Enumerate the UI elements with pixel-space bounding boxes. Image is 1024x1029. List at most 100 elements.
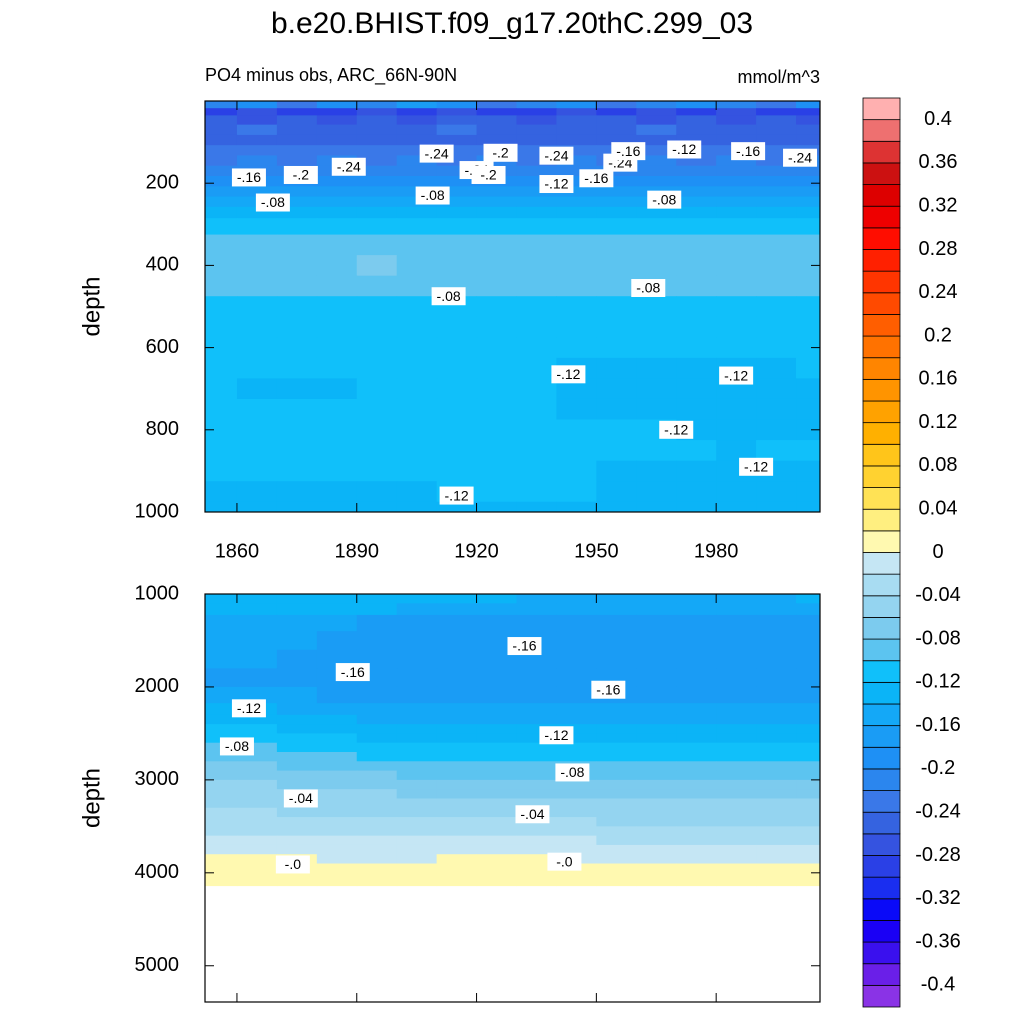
contour-cell	[236, 807, 278, 818]
contour-cell	[396, 826, 438, 837]
contour-cell	[316, 724, 358, 734]
contour-cell	[556, 255, 597, 277]
contour-cell	[596, 724, 637, 734]
contour-cell	[205, 854, 238, 865]
contour-cell	[276, 481, 318, 503]
colorbar-box	[862, 162, 901, 185]
contour-cell	[476, 733, 517, 744]
contour-cell	[436, 761, 478, 772]
contour-cell	[516, 873, 557, 887]
contour-cell	[316, 275, 358, 297]
contour-cell	[596, 115, 637, 126]
contour-cell	[516, 460, 557, 482]
contour-cell	[556, 101, 597, 109]
contour-cell	[205, 835, 238, 846]
colorbar-label: 0.12	[919, 411, 958, 433]
contour-cell	[716, 854, 757, 865]
contour-cell	[356, 751, 398, 762]
contour-cell	[396, 165, 438, 177]
contour-cell	[356, 101, 398, 109]
contour-cell	[596, 501, 637, 512]
contour-cell	[436, 398, 478, 421]
contour-cell	[316, 873, 358, 887]
contour-cell	[205, 614, 238, 632]
contour-cell	[596, 101, 637, 109]
contour-cell	[796, 742, 820, 753]
contour-cell	[716, 703, 757, 716]
contour-cell	[476, 218, 517, 236]
contour-cell	[716, 742, 757, 753]
contour-cell	[436, 337, 478, 359]
contour-cell	[396, 357, 438, 379]
contour-cell	[476, 316, 517, 338]
contour-cell	[596, 779, 637, 790]
contour-cell	[276, 419, 318, 441]
colorbar-box	[862, 941, 901, 965]
contour-label: -.12	[544, 727, 568, 743]
contour-cell	[236, 206, 278, 219]
contour-cell	[516, 594, 557, 604]
contour-cell	[236, 357, 278, 379]
contour-cell	[276, 206, 318, 219]
colorbar-label: -0.12	[915, 671, 961, 693]
contour-cell	[316, 614, 358, 632]
contour-cell	[756, 594, 797, 604]
contour-cell	[236, 134, 278, 146]
contour-cell	[236, 218, 278, 236]
contour-cell	[356, 863, 398, 875]
contour-cell	[236, 124, 278, 136]
colorbar-box	[862, 617, 901, 640]
contour-cell	[596, 826, 637, 837]
contour-cell	[316, 703, 358, 716]
colorbar-box	[862, 314, 901, 337]
contour-cell	[316, 603, 358, 616]
contour-cell	[476, 134, 517, 146]
colorbar-box	[862, 292, 901, 315]
contour-cell	[276, 770, 318, 781]
contour-cell	[796, 124, 820, 136]
contour-label: -.16	[237, 169, 261, 185]
contour-cell	[636, 440, 677, 462]
contour-cell	[636, 124, 677, 136]
contour-cell	[436, 206, 478, 219]
contour-cell	[756, 789, 797, 799]
contour-cell	[476, 594, 517, 604]
contour-cell	[476, 668, 517, 688]
contour-cell	[636, 807, 677, 818]
contour-cell	[276, 275, 318, 297]
contour-cell	[716, 101, 757, 109]
contour-cell	[476, 108, 517, 116]
contour-label: -.04	[289, 790, 313, 806]
contour-cell	[356, 733, 398, 744]
contour-cell	[356, 481, 398, 503]
contour-label-box	[415, 186, 450, 205]
contour-cell	[205, 761, 238, 772]
contour-cell	[516, 714, 557, 725]
contour-label-box	[483, 143, 518, 162]
contour-cell	[356, 357, 398, 379]
contour-cell	[205, 779, 238, 790]
contour-cell	[356, 817, 398, 827]
colorbar-box	[862, 984, 901, 1008]
contour-cell	[476, 124, 517, 136]
contour-label: -.08	[652, 191, 676, 207]
contour-cell	[236, 440, 278, 462]
contour-cell	[716, 779, 757, 790]
contour-cell	[436, 614, 478, 632]
contour-cell	[756, 218, 797, 236]
contour-cell	[436, 789, 478, 799]
contour-cell	[596, 835, 637, 846]
contour-cell	[396, 115, 438, 126]
contour-cell	[276, 108, 318, 116]
contour-cell	[516, 134, 557, 146]
contour-cell	[356, 337, 398, 359]
contour-cell	[316, 761, 358, 772]
contour-cell	[556, 218, 597, 236]
contour-cell	[676, 603, 717, 616]
contour-cell	[236, 145, 278, 156]
contour-cell	[436, 186, 478, 198]
colorbar-box	[862, 703, 901, 727]
contour-cell	[436, 724, 478, 734]
contour-cell	[276, 101, 318, 109]
contour-cell	[516, 844, 557, 855]
